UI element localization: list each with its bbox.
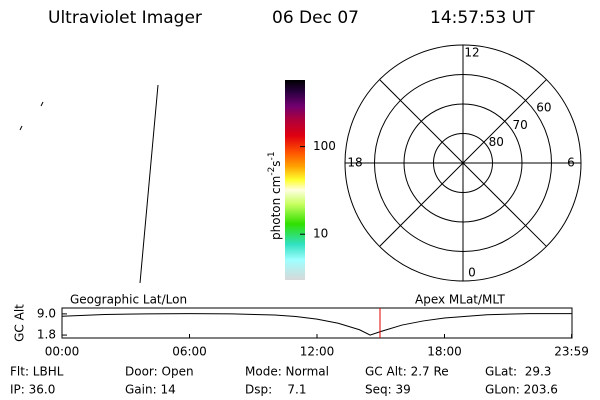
orbit-xtick-label: 00:00 bbox=[45, 345, 80, 359]
mlt-label: 12 bbox=[464, 46, 479, 60]
lat-label: 70 bbox=[512, 118, 527, 132]
orbit-ytick-label: 9.0 bbox=[37, 306, 56, 320]
lat-label: 60 bbox=[536, 100, 551, 114]
status-field: GLat: 29.3 bbox=[485, 365, 551, 379]
image-trace bbox=[139, 84, 159, 284]
status-field: IP: 36.0 bbox=[10, 383, 55, 397]
orbit-xtick-label: 23:59 bbox=[554, 345, 589, 359]
colorbar-tick-label: 100 bbox=[313, 139, 336, 153]
title: Ultraviolet Imager bbox=[48, 8, 202, 28]
orbit-altitude bbox=[61, 313, 572, 336]
mlt-label: 0 bbox=[468, 266, 476, 280]
orbit-ytick-label: 1.8 bbox=[37, 328, 56, 342]
apex-label: Apex MLat/MLT bbox=[415, 293, 505, 307]
time: 14:57:53 UT bbox=[430, 8, 535, 28]
status-field: Dsp: 7.1 bbox=[245, 383, 307, 397]
orbit-frame bbox=[61, 307, 573, 339]
orbit-xtick-label: 18:00 bbox=[427, 345, 462, 359]
status-field: GC Alt: 2.7 Re bbox=[365, 365, 449, 379]
status-field: Mode: Normal bbox=[245, 365, 329, 379]
orbit-xtick-label: 12:00 bbox=[300, 345, 335, 359]
colorbar-tick-label: 10 bbox=[313, 227, 328, 241]
date: 06 Dec 07 bbox=[272, 8, 359, 28]
geo-label: Geographic Lat/Lon bbox=[70, 293, 187, 307]
lat-label: 80 bbox=[489, 135, 504, 149]
status-field: Flt: LBHL bbox=[10, 365, 64, 379]
orbit-ylabel: GC Alt bbox=[13, 304, 27, 342]
colorbar-label: photon cm-2s-1 bbox=[267, 151, 283, 240]
status-field: Door: Open bbox=[125, 365, 194, 379]
orbit-xtick-label: 06:00 bbox=[172, 345, 207, 359]
status-field: Gain: 14 bbox=[125, 383, 176, 397]
status-field: Seq: 39 bbox=[365, 383, 411, 397]
colorbar bbox=[285, 80, 305, 280]
mlt-label: 6 bbox=[567, 156, 575, 170]
mlt-label: 18 bbox=[347, 156, 362, 170]
image-mark bbox=[40, 101, 44, 107]
polar-spoke bbox=[379, 79, 547, 247]
status-field: GLon: 203.6 bbox=[485, 383, 558, 397]
image-mark bbox=[19, 125, 23, 131]
